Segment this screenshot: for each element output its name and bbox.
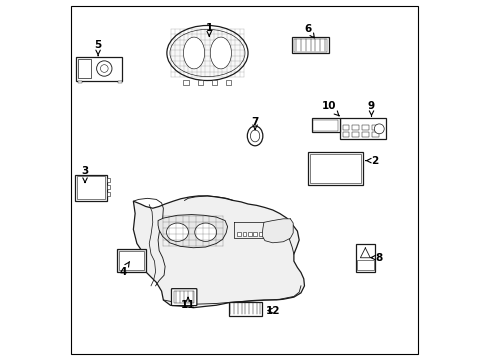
Ellipse shape [169,29,244,77]
Bar [107,177,110,182]
Bar [312,120,338,131]
Bar [307,152,362,185]
Bar [342,132,348,137]
Bar [78,59,91,78]
Text: 3: 3 [81,166,88,183]
Bar [228,302,262,316]
Text: 11: 11 [181,297,195,310]
Bar [76,57,122,81]
Bar [183,80,189,85]
Polygon shape [158,215,227,248]
Text: 5: 5 [94,40,102,56]
FancyBboxPatch shape [171,289,197,306]
Ellipse shape [250,130,259,142]
Ellipse shape [166,223,188,242]
Polygon shape [133,196,304,308]
Ellipse shape [194,223,216,242]
Text: 1: 1 [205,23,212,36]
Bar [258,232,262,236]
Text: 2: 2 [365,156,378,166]
Text: 7: 7 [251,117,258,130]
Ellipse shape [183,37,204,69]
Bar [342,125,348,130]
Bar [356,260,373,270]
Bar [77,176,105,199]
Bar [247,232,251,236]
Bar [291,37,328,53]
Text: 8: 8 [370,253,382,262]
Bar [352,132,358,137]
Bar [362,132,368,137]
Bar [119,251,143,270]
Bar [75,175,107,201]
Bar [355,243,374,272]
Bar [339,118,385,139]
Bar [237,232,241,236]
Bar [309,154,360,183]
Bar [311,118,339,132]
Ellipse shape [210,37,231,69]
Ellipse shape [166,26,247,81]
Bar [225,80,231,85]
Ellipse shape [247,126,263,146]
Bar [371,132,378,137]
Bar [174,291,194,303]
Bar [107,192,110,196]
Bar [362,125,368,130]
Text: 4: 4 [119,262,129,277]
Text: 6: 6 [304,24,314,38]
Bar [78,81,81,83]
Circle shape [97,61,112,76]
Polygon shape [262,219,293,243]
Bar [211,80,217,85]
Bar [371,125,378,130]
Bar [293,39,327,51]
Bar [107,185,110,189]
Text: 9: 9 [367,101,374,117]
Bar [197,80,203,85]
Circle shape [100,65,108,72]
Text: 12: 12 [265,306,280,315]
Bar [242,232,246,236]
Bar [253,232,256,236]
Bar [118,81,122,83]
Circle shape [374,124,384,134]
Bar [352,125,358,130]
Bar [117,249,145,272]
Text: 10: 10 [321,101,338,116]
